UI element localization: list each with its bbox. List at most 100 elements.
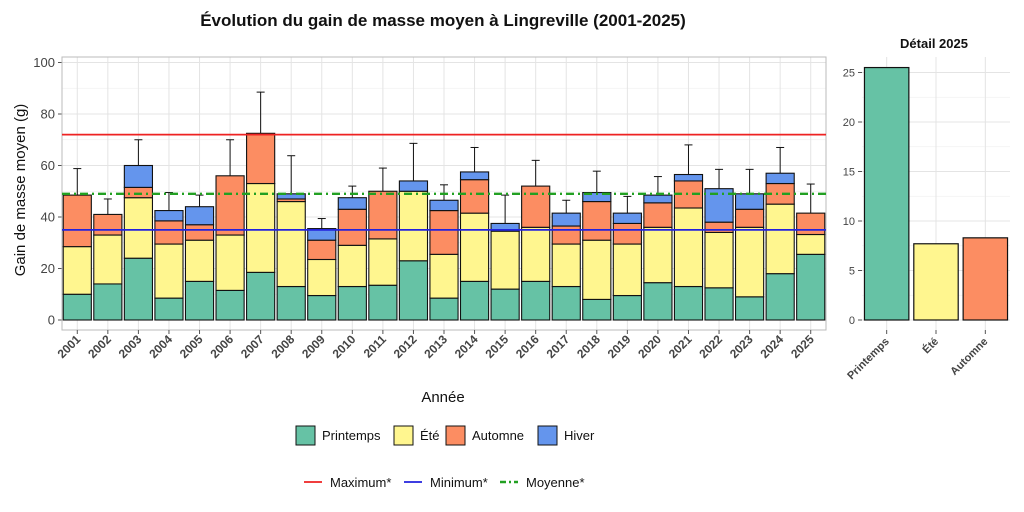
bar-segment-hiver [643,194,673,204]
bar-segment-automne [429,210,459,255]
bar-segment-printemps [643,282,673,321]
bar-segment-hiver [734,193,765,210]
bar-segment-hiver [612,212,642,224]
detail-bar-automne [962,237,1009,321]
bar-segment-été [337,244,367,288]
x-tick-label: 2018 [574,332,603,361]
bar-segment-été [551,243,581,288]
bar-segment-printemps [551,285,581,321]
bar-segment-automne [215,175,245,236]
bar-segment-hiver [184,206,215,226]
x-tick-label: 2004 [146,332,175,361]
y-tick-label: 5 [849,266,855,278]
subchart-title: Détail 2025 [900,36,968,51]
x-tick-label: Été [920,335,941,356]
x-tick-label: 2001 [55,332,84,361]
bar-segment-printemps [276,285,306,321]
bar-segment-été [643,226,673,284]
x-tick-label: 2024 [757,332,786,361]
x-tick-label: 2023 [727,332,756,361]
x-tick-label: 2002 [85,332,114,361]
y-tick-label: 100 [33,55,55,70]
main-plot-panel: 0 20 40 60 80 100 2001 2002 2003 2004 2005 2006 2007… [33,55,827,361]
bar-segment-été [796,233,826,255]
bar-segment-printemps [673,285,704,321]
bar-segment-hiver [337,197,367,210]
x-tick-label: 2015 [482,332,511,361]
bar-segment-printemps [459,280,490,321]
bar-segment-printemps [215,289,245,321]
bar-segment-été [429,253,459,299]
x-tick-label: 2003 [116,332,145,361]
legend-label: Moyenne* [526,475,585,490]
x-tick-label: 2014 [452,332,481,361]
bar-segment-hiver [765,172,795,185]
detail-bar-été [913,243,959,321]
bar-segment-printemps [184,280,215,321]
bar-segment-été [93,234,123,285]
bar-segment-été [734,226,765,298]
bar-segment-hiver [123,164,154,188]
bar-segment-été [490,230,520,290]
bar-segment-printemps [154,297,184,321]
y-tick-label: 60 [41,158,55,173]
x-tick-label: 2008 [269,332,298,361]
legend-swatch-printemps [295,425,316,446]
bar-segment-printemps [123,257,154,321]
bar-segment-été [398,190,429,262]
bar-segment-automne [459,179,490,214]
bar-segment-été [368,238,398,286]
detail-plot-panel: 0 5 10 15 20 25 Printemps Été Automne [843,57,1010,382]
y-tick-label: 10 [843,216,855,228]
y-tick-label: 20 [843,117,855,129]
x-tick-label: 2019 [605,332,634,361]
bar-segment-été [307,258,337,297]
x-tick-label: 2012 [391,332,420,361]
legend-label: Minimum* [430,475,488,490]
bar-segment-printemps [62,293,92,321]
legend-swatch-été [393,425,414,446]
bar-segment-automne [123,186,154,199]
bar-segment-été [276,201,306,288]
bar-segment-automne [154,220,184,245]
y-axis-label: Gain de masse moyen (g) [12,104,29,277]
bar-segment-été [154,243,184,299]
y-tick-label: 0 [849,315,855,327]
season-legend: Printemps Été Automne Hiver [295,425,595,446]
bar-segment-hiver [398,180,429,192]
x-tick-label: 2021 [666,332,695,361]
bar-segment-automne [643,202,673,228]
x-tick-label: 2010 [330,332,359,361]
bar-segment-printemps [765,273,795,321]
bar-segment-printemps [429,297,459,321]
bar-segment-automne [184,224,215,241]
x-axis-label: Année [421,389,464,406]
bar-segment-été [612,243,642,297]
bar-segment-printemps [337,285,367,321]
bar-segment-hiver [154,210,184,222]
bar-segment-été [582,239,612,300]
x-tick-label: Printemps [845,336,892,383]
legend-label: Printemps [322,428,381,443]
bar-segment-automne [582,201,612,241]
legend-label: Été [420,428,440,443]
bar-segment-printemps [704,287,734,321]
bar-segment-automne [93,213,123,236]
bar-segment-printemps [368,284,398,321]
bar-segment-été [521,226,551,282]
bar-segment-printemps [490,288,520,321]
bar-segment-automne [368,190,398,240]
bar-segment-printemps [521,280,551,321]
x-tick-label: 2011 [361,332,390,361]
y-tick-label: 0 [48,313,55,328]
y-tick-label: 20 [41,261,55,276]
x-tick-label: 2005 [177,332,206,361]
bar-segment-automne [337,208,367,246]
bar-segment-hiver [459,171,490,181]
bar-segment-été [459,212,490,282]
bar-segment-hiver [551,212,581,227]
bar-segment-printemps [93,283,123,321]
bar-segment-printemps [796,253,826,321]
bar-segment-été [673,207,704,288]
